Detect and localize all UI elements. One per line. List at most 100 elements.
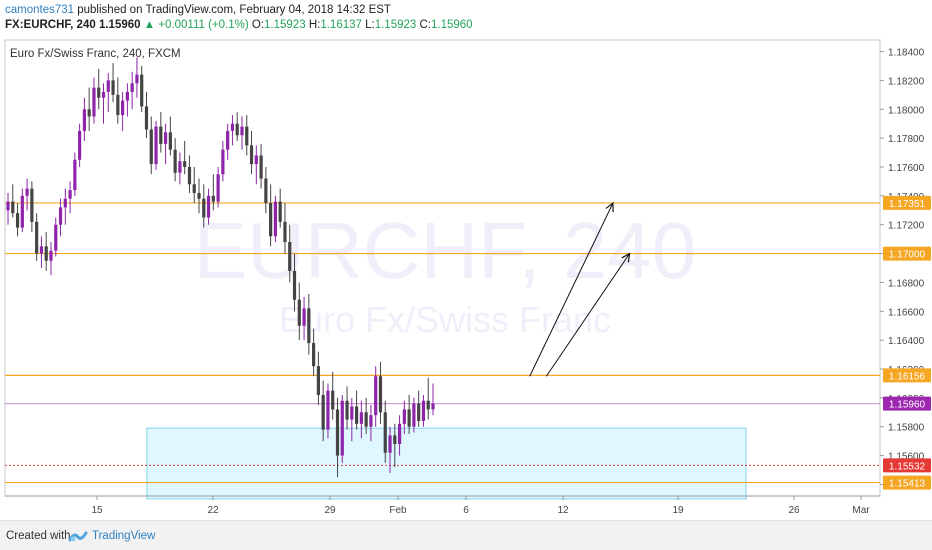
- candle-body: [226, 130, 230, 150]
- author-link[interactable]: camontes731: [5, 4, 75, 16]
- candle-body: [245, 126, 249, 146]
- ohlc-line: FX:EURCHF, 240 1.15960 ▲ +0.00111 (+0.1%…: [5, 19, 473, 31]
- low-label: L:: [365, 19, 375, 31]
- x-tick-label: 26: [788, 505, 800, 516]
- candle-body: [68, 190, 72, 199]
- x-tick-label: Feb: [389, 505, 407, 516]
- price-axis[interactable]: 1.184001.182001.180001.178001.176001.174…: [880, 48, 931, 492]
- last-price: 1.15960: [98, 19, 141, 31]
- candle-body: [283, 221, 287, 243]
- candle-body: [369, 415, 373, 427]
- candle-body: [374, 376, 378, 416]
- trend-arrows[interactable]: [529, 203, 630, 377]
- candle-body: [15, 213, 20, 228]
- candle-body: [345, 400, 349, 420]
- level-badge: [883, 246, 931, 261]
- candle-body: [49, 250, 53, 261]
- candle-body: [240, 126, 244, 136]
- candle-body: [402, 409, 406, 424]
- created-with-text: Created with: [6, 530, 71, 542]
- candle-body: [421, 400, 426, 421]
- candle-body: [135, 74, 139, 84]
- candle-body: [187, 166, 192, 185]
- candle-body: [183, 161, 187, 167]
- high-label: H:: [308, 19, 321, 31]
- tradingview-brand[interactable]: TradingView: [92, 530, 156, 542]
- footer-bar: Created with TradingView: [0, 520, 932, 550]
- level-badge-label: 1.15960: [889, 400, 926, 411]
- candle-body: [407, 409, 411, 427]
- candle-body: [140, 74, 144, 107]
- candle-body: [307, 308, 311, 344]
- published-text: published on TradingView.com, February 0…: [77, 4, 391, 16]
- open-value: 1.15923: [264, 19, 306, 31]
- candle-body: [393, 435, 397, 445]
- candle-body: [364, 412, 368, 427]
- candle-body: [202, 198, 206, 218]
- candle-body: [168, 132, 172, 150]
- x-tick-label: 29: [324, 505, 336, 516]
- candle-body: [92, 87, 96, 117]
- candle-body: [431, 403, 435, 410]
- candle-body: [25, 188, 29, 196]
- candle-body: [273, 201, 278, 237]
- x-tick-label: Mar: [852, 505, 870, 516]
- candle-body: [178, 161, 182, 173]
- y-tick-label: 1.15800: [888, 423, 925, 434]
- candle-body: [254, 155, 258, 165]
- level-badge-label: 1.17351: [889, 199, 926, 210]
- candle-body: [6, 201, 10, 211]
- candle-body: [101, 91, 106, 98]
- candle-body: [221, 149, 225, 175]
- horizontal-levels[interactable]: [5, 202, 880, 484]
- candle-body: [302, 308, 306, 326]
- x-tick-label: 6: [463, 505, 469, 516]
- candle-body: [354, 406, 359, 424]
- demand-zone[interactable]: [146, 427, 747, 500]
- candle-body: [11, 201, 15, 214]
- candle-body: [230, 123, 235, 131]
- y-tick-label: 1.16400: [888, 336, 925, 347]
- candle-body: [125, 91, 129, 101]
- level-badge-label: 1.17000: [889, 250, 926, 261]
- y-tick-label: 1.17800: [888, 134, 925, 145]
- candle-body: [106, 80, 110, 92]
- x-tick-label: 15: [91, 505, 103, 516]
- candle-body: [412, 403, 416, 427]
- candle-body: [288, 242, 292, 271]
- candle-body: [350, 406, 354, 420]
- y-tick-label: 1.18000: [888, 105, 925, 116]
- candle-body: [73, 159, 77, 191]
- watermark-name: Euro Fx/Swiss Franc: [279, 299, 611, 340]
- level-badge: [883, 475, 931, 490]
- tradingview-logo-icon: [68, 529, 88, 548]
- candle-body: [20, 195, 24, 228]
- time-axis[interactable]: 15 22 29 Feb 6 12 19 26 Mar: [5, 495, 880, 516]
- zone-rect: [146, 427, 747, 500]
- level-badge: [883, 368, 931, 383]
- candle-body: [111, 80, 115, 95]
- candle-body: [58, 207, 63, 225]
- candle-body: [359, 412, 363, 424]
- candle-body: [378, 376, 383, 413]
- candle-body: [130, 83, 134, 92]
- chart-title: Euro Fx/Swiss Franc, 240, FXCM: [10, 48, 181, 60]
- close-label: C:: [419, 19, 431, 31]
- candle-body: [388, 435, 392, 453]
- close-value: 1.15960: [430, 19, 473, 31]
- candle-body: [159, 126, 163, 144]
- candle-body: [383, 412, 387, 453]
- candle-body: [216, 174, 220, 202]
- candle-body: [97, 87, 101, 98]
- candle-body: [116, 94, 120, 116]
- candle-body: [397, 423, 402, 445]
- candle-body: [326, 390, 330, 430]
- candle-body: [192, 184, 196, 193]
- watermark-symbol: EURCHF, 240: [194, 206, 696, 295]
- y-tick-label: 1.18200: [888, 76, 925, 87]
- level-badge: [883, 396, 931, 411]
- candle-body: [264, 178, 268, 204]
